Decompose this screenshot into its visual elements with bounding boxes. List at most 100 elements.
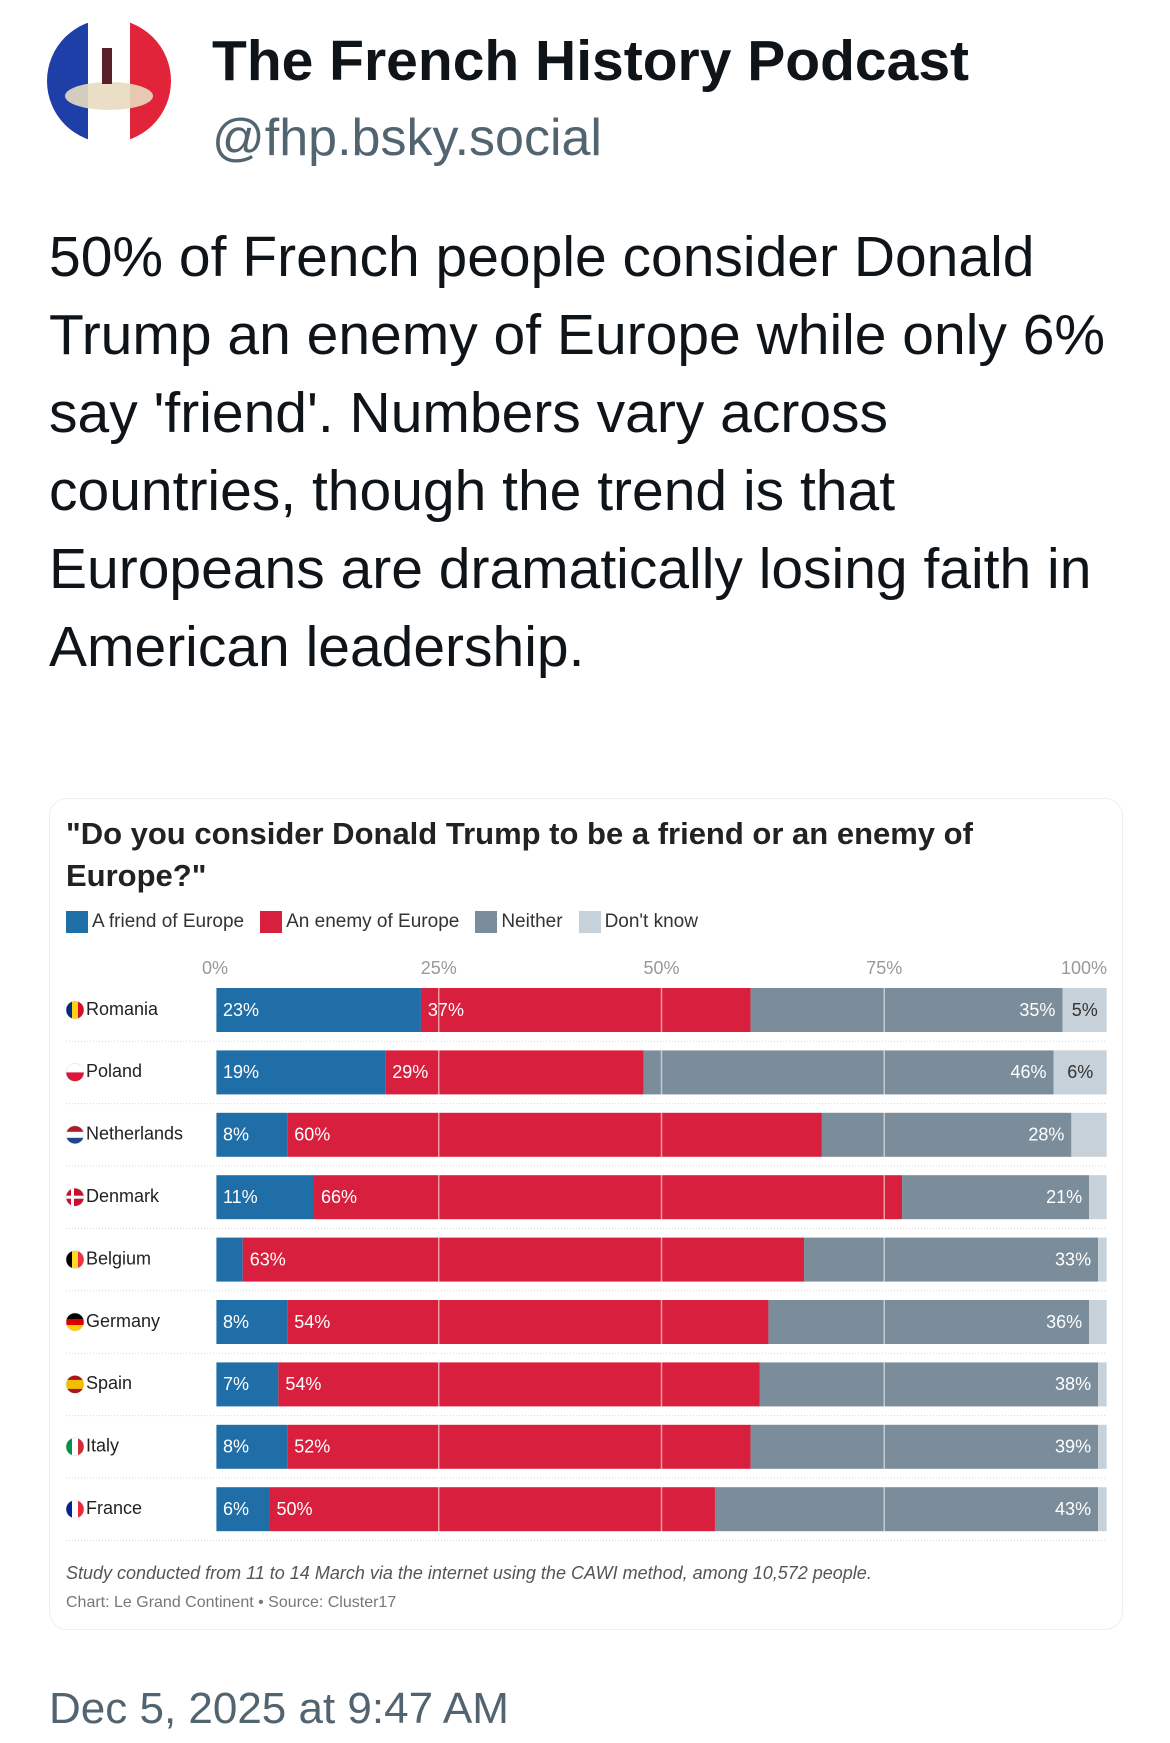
- value-label: 29%: [392, 1062, 428, 1082]
- flag-ring: [65, 1499, 85, 1519]
- bar-segment: [216, 1424, 288, 1469]
- flag-ring: [65, 1063, 85, 1082]
- value-label: 63%: [250, 1249, 286, 1269]
- flag-part: [66, 1072, 84, 1082]
- category-label: Spain: [86, 1373, 132, 1393]
- value-label: 38%: [1055, 1374, 1091, 1394]
- x-tick-label: 75%: [866, 958, 902, 978]
- legend-item: Don't know: [578, 911, 698, 933]
- bar-segment: [216, 1237, 243, 1282]
- value-label: 11%: [223, 1187, 258, 1207]
- author-name[interactable]: The French History Podcast: [212, 29, 970, 93]
- flag-part: [72, 1001, 79, 1019]
- legend-item: Neither: [475, 911, 563, 933]
- bar-segment: [216, 1487, 270, 1532]
- value-label: 8%: [223, 1312, 249, 1332]
- bar-segment: [1089, 1300, 1107, 1344]
- bar-segment: [287, 1300, 769, 1344]
- bar-segment: [216, 1050, 386, 1095]
- flag-ring: [65, 1250, 85, 1269]
- flag-part: [66, 1137, 84, 1144]
- bar-segment: [768, 1300, 1090, 1344]
- bar-segment: [821, 1112, 1072, 1157]
- category-label: Belgium: [86, 1248, 151, 1268]
- author-handle[interactable]: @fhp.bsky.social: [212, 109, 602, 167]
- avatar[interactable]: [46, 18, 172, 144]
- flag-part: [66, 1319, 84, 1326]
- flag-part: [66, 1325, 84, 1331]
- value-label: 19%: [223, 1062, 259, 1082]
- legend-label: An enemy of Europe: [286, 911, 460, 932]
- value-label: 50%: [276, 1499, 312, 1519]
- bar-segment: [1098, 1237, 1107, 1282]
- value-label: 52%: [294, 1437, 330, 1457]
- bar-segment: [750, 1424, 1099, 1469]
- flag: [66, 1188, 84, 1207]
- flag-ring: [65, 1312, 85, 1332]
- bar-segment: [269, 1487, 715, 1532]
- bar-segment: [1089, 1175, 1107, 1220]
- value-label: 28%: [1028, 1125, 1064, 1145]
- bar-segment: [216, 1362, 279, 1407]
- flag-part: [66, 1250, 73, 1269]
- flag: [66, 1063, 84, 1082]
- value-label: 36%: [1046, 1312, 1082, 1332]
- x-tick-label: 50%: [643, 958, 679, 978]
- flag-part: [66, 1063, 84, 1073]
- bar-segment: [1053, 1050, 1107, 1095]
- bar-segment: [759, 1362, 1099, 1407]
- flag-part: [66, 1379, 84, 1385]
- value-label: 46%: [1011, 1062, 1047, 1082]
- category-label: Italy: [86, 1436, 119, 1456]
- value-label: 39%: [1055, 1437, 1091, 1457]
- category-label: France: [86, 1498, 142, 1518]
- bar-segment: [216, 1175, 315, 1220]
- flag: [66, 1250, 84, 1269]
- legend-item: A friend of Europe: [66, 911, 244, 933]
- timestamp: Dec 5, 2025 at 9:47 AM: [49, 1684, 509, 1733]
- flag-ring: [65, 1000, 85, 1020]
- bar-segment: [643, 1050, 1054, 1095]
- bar-segment: [314, 1175, 903, 1220]
- flag-ring: [65, 1125, 85, 1145]
- flag-part: [78, 1250, 84, 1269]
- flag-part: [66, 1437, 73, 1456]
- flag-ring: [65, 1375, 85, 1394]
- flag-part: [72, 1250, 79, 1269]
- plot: Romania Poland Netherlands Denmark Belgium Ge…: [65, 958, 1108, 1541]
- x-tick-label: 100%: [1061, 958, 1107, 978]
- category-label: Denmark: [86, 1186, 160, 1206]
- value-label: 23%: [223, 1000, 259, 1020]
- flag: [66, 1375, 84, 1394]
- flag: [66, 1125, 84, 1144]
- value-label: 6%: [1067, 1062, 1093, 1082]
- bar-segment: [1098, 1424, 1107, 1469]
- bar-segment: [804, 1237, 1099, 1282]
- flag: [66, 1001, 84, 1019]
- flag-ring: [65, 1437, 85, 1457]
- legend-swatch: [260, 911, 283, 933]
- legend-label: A friend of Europe: [92, 911, 245, 932]
- flag-part: [78, 1437, 84, 1456]
- legend: A friend of Europe An enemy of Europe Neit…: [66, 911, 698, 933]
- flag: [66, 1500, 84, 1519]
- category-label: Poland: [86, 1061, 142, 1081]
- flag-part: [78, 1500, 84, 1519]
- flag-part: [66, 1384, 84, 1390]
- x-tick-label: 25%: [421, 958, 457, 978]
- flag: [66, 1437, 84, 1456]
- legend-swatch: [578, 911, 601, 933]
- bar-segment: [216, 1112, 288, 1157]
- value-label: 6%: [223, 1499, 249, 1519]
- value-label: 66%: [321, 1187, 357, 1207]
- bar-segment: [420, 988, 751, 1032]
- bar-segment: [216, 1300, 288, 1344]
- category-label: Romania: [86, 999, 159, 1019]
- legend-label: Don't know: [604, 911, 698, 932]
- value-label: 7%: [223, 1374, 249, 1394]
- bar-segment: [1098, 1362, 1107, 1407]
- value-label: 8%: [223, 1125, 249, 1145]
- value-label: 21%: [1046, 1187, 1082, 1207]
- bar-segment: [278, 1362, 760, 1407]
